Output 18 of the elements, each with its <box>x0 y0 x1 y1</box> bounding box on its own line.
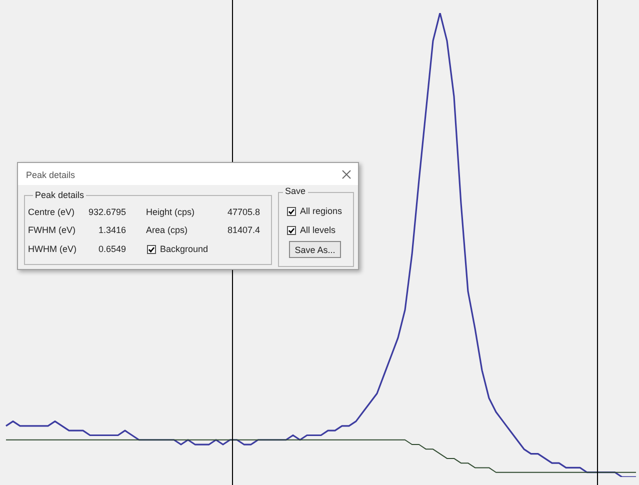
annotation: All levels <box>300 225 336 236</box>
annotation: FWHM (eV) <box>28 225 76 236</box>
annotation: Peak details <box>33 190 86 201</box>
annotation: 0.6549 <box>98 244 126 255</box>
annotation: Height (cps) <box>146 207 195 218</box>
annotation: 932.6795 <box>88 207 126 218</box>
annotation: Save <box>283 186 308 197</box>
annotation: Area (cps) <box>146 225 188 236</box>
annotation: HWHM (eV) <box>28 244 76 255</box>
annotation: Save As... <box>294 245 336 256</box>
annotation: Background <box>160 244 208 255</box>
annotation: Peak details <box>26 170 76 181</box>
annotation: 81407.4 <box>227 225 260 236</box>
save-as-button: Save As... <box>289 241 341 258</box>
annotation: All regions <box>300 206 342 217</box>
annotation: 1.3416 <box>98 225 126 236</box>
annotation: Centre (eV) <box>28 207 75 218</box>
annotation: 47705.8 <box>227 207 260 218</box>
